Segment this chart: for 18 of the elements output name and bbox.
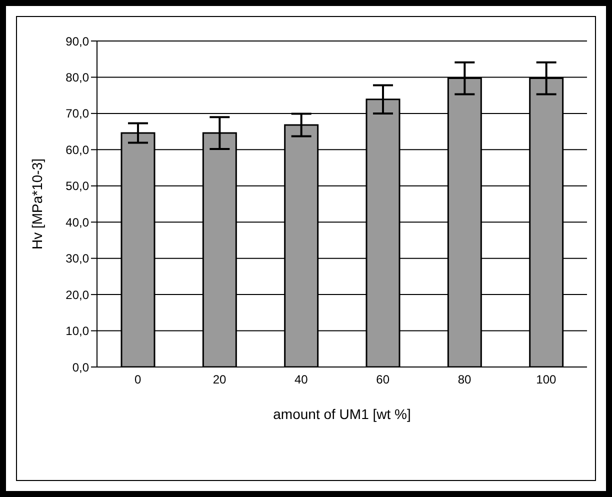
y-tick-label: 30,0 (66, 252, 90, 266)
y-tick-label: 70,0 (66, 106, 90, 121)
x-axis-title: amount of UM1 [wt %] (273, 406, 411, 422)
y-tick-label: 60,0 (66, 142, 90, 157)
y-tick-label: 50,0 (66, 179, 90, 194)
y-axis-title: Hv [MPa*10-3] (28, 158, 45, 250)
y-tick-label: 90,0 (66, 34, 90, 48)
x-tick-label: 20 (212, 372, 226, 387)
x-tick-label: 100 (536, 372, 556, 387)
x-tick-label: 0 (134, 372, 142, 387)
x-tick-label: 40 (294, 372, 308, 387)
y-tick-label: 80,0 (66, 70, 90, 84)
y-tick-label: 10,0 (66, 324, 90, 338)
x-tick-label: 80 (458, 372, 472, 387)
y-tick-label: 40,0 (66, 215, 90, 230)
y-tick-label: 0,0 (72, 360, 90, 374)
y-tick-label: 20,0 (66, 288, 90, 302)
x-tick-label: 60 (376, 372, 390, 387)
